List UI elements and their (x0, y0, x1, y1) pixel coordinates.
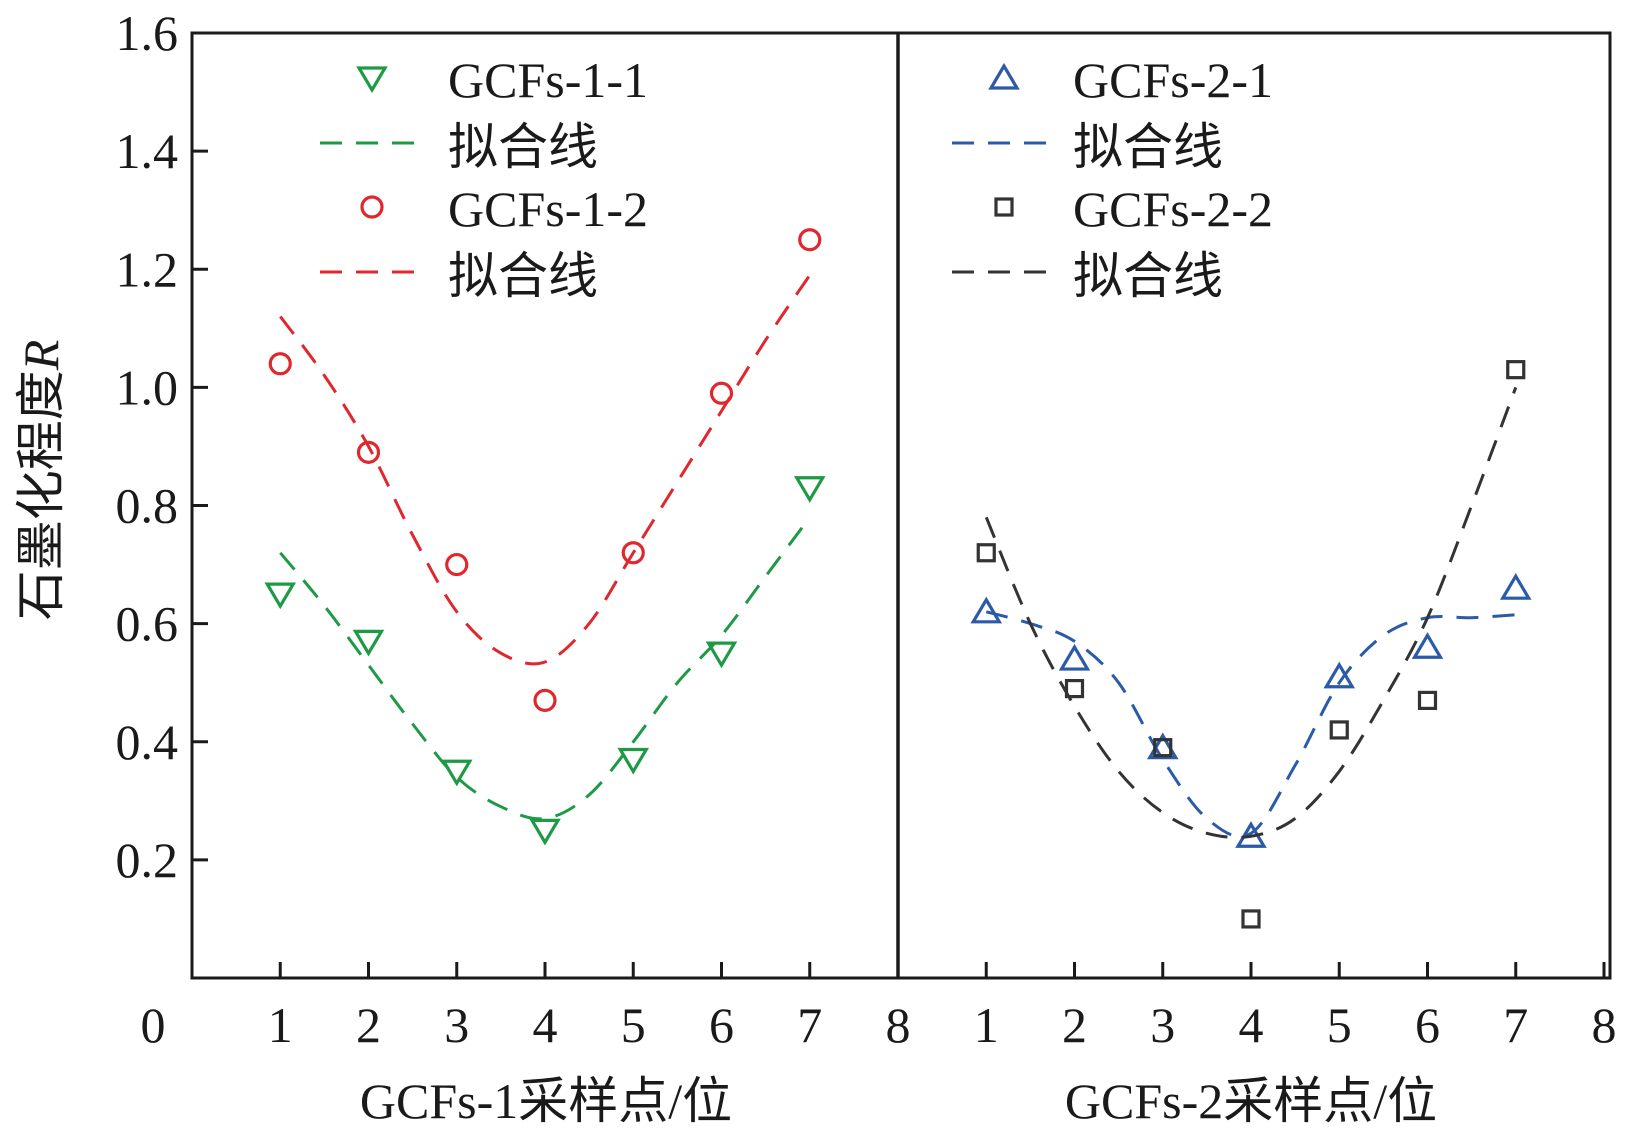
y-tick-label: 1.0 (116, 359, 179, 415)
legend-label-gcfs-1-1: GCFs-1-1 (448, 52, 648, 108)
y-tick-label: 0.2 (116, 832, 179, 888)
x-tick-label: 5 (621, 997, 646, 1053)
origin-tick-label: 0 (141, 997, 166, 1053)
x-tick-label: 1 (268, 997, 293, 1053)
x-tick-label: 5 (1327, 997, 1352, 1053)
gcfs-2-2-fit-line (984, 386, 1518, 839)
right-x-axis-title: GCFs-2采样点/位 (1065, 1073, 1437, 1129)
y-tick-label: 1.6 (116, 5, 179, 61)
gcfs-1-1-point (793, 476, 826, 503)
legend-label-gcfs-1-2: GCFs-1-2 (448, 181, 648, 237)
y-tick-label: 0.6 (116, 596, 179, 652)
gcfs-2-1-fit-line (985, 610, 1516, 838)
y-axis-title: 石墨化程度R (13, 340, 69, 621)
gcfs-1-2-point (709, 381, 734, 405)
gcfs-1-1-point (264, 582, 297, 610)
y-tick-label: 0.4 (116, 714, 179, 770)
gcfs-2-2-point (1064, 678, 1085, 699)
y-axis-title-text: 石墨化程度 (13, 370, 69, 620)
x-tick-label: 8 (1592, 997, 1617, 1053)
gcfs-2-2-point (1153, 738, 1173, 758)
gcfs-1-2-point (621, 541, 645, 565)
plot-content: 0.2 0.4 0.6 0.8 1.0 1.2 1.4 1.6 1 2 3 4 5 6 7 GCFs-1-1 拟… (116, 5, 1617, 1053)
right-panel: 1 2 3 4 5 6 7 8 GCFs-2-1 拟合线 GCFs-2-2 拟合线 (952, 52, 1617, 1053)
gcfs-2-1-point (1323, 661, 1356, 689)
x-tick-label: 7 (797, 997, 822, 1053)
legend-marker-gcfs-1-1 (356, 66, 388, 94)
divider-tick-label: 8 (886, 997, 911, 1053)
x-tick-label: 6 (709, 997, 734, 1053)
left-panel: 1 2 3 4 5 6 7 GCFs-1-1 拟合线 GCFs-1-2 拟合线 (264, 52, 826, 1053)
gcfs-2-2-point (976, 543, 996, 563)
gcfs-1-2-point (268, 352, 292, 376)
x-tick-label: 1 (974, 997, 999, 1053)
legend-label-gcfs-2-1: GCFs-2-1 (1073, 52, 1273, 108)
gcfs-2-2-point (1241, 909, 1261, 929)
gcfs-2-2-point (1506, 360, 1526, 380)
gcfs-1-2-point (445, 552, 469, 577)
gcfs-2-1-point (970, 596, 1003, 624)
x-tick-label: 2 (356, 997, 381, 1053)
legend-fit-label-gcfs-1-1: 拟合线 (448, 119, 598, 175)
x-tick-label: 2 (1062, 997, 1087, 1053)
gcfs-1-1-point (617, 747, 650, 775)
y-tick-label: 0.8 (116, 478, 179, 534)
gcfs-1-1-fit-line (279, 516, 812, 821)
plot-frame (190, 31, 1612, 980)
gcfs-1-1-point (705, 641, 738, 669)
legend-marker-gcfs-1-2 (360, 195, 384, 219)
legend-fit-label-gcfs-2-2: 拟合线 (1073, 248, 1223, 304)
gcfs-1-2-point (356, 440, 381, 464)
y-tick-label: 1.2 (116, 241, 179, 297)
x-tick-label: 7 (1503, 997, 1528, 1053)
gcfs-1-2-point (533, 688, 557, 713)
x-tick-label: 3 (1150, 997, 1175, 1053)
gcfs-2-2-point (1329, 720, 1349, 740)
gcfs-2-2-point (1417, 690, 1438, 711)
gcfs-1-2-fit-line (279, 274, 812, 666)
gcfs-1-1-point (529, 818, 561, 846)
x-tick-label: 6 (1415, 997, 1440, 1053)
x-tick-label: 4 (1239, 997, 1264, 1053)
gcfs-1-1-point (440, 759, 473, 787)
y-tick-label: 1.4 (116, 123, 179, 179)
legend-fit-label-gcfs-2-1: 拟合线 (1073, 119, 1223, 175)
y-axis-title-variable: R (13, 340, 69, 372)
legend-marker-gcfs-2-2 (994, 197, 1014, 217)
gcfs-2-1-point (1499, 573, 1532, 600)
gcfs-2-1-point (1058, 643, 1091, 671)
gcfs-1-2-point (798, 228, 822, 252)
x-tick-label: 4 (533, 997, 558, 1053)
legend-label-gcfs-2-2: GCFs-2-2 (1073, 181, 1273, 237)
legend-fit-label-gcfs-1-2: 拟合线 (448, 248, 598, 304)
left-x-axis-title: GCFs-1采样点/位 (360, 1073, 732, 1129)
gcfs-1-1-point (352, 629, 385, 657)
gcfs-2-1-point (1411, 632, 1444, 659)
legend-marker-gcfs-2-1 (988, 62, 1020, 90)
x-tick-label: 3 (444, 997, 469, 1053)
